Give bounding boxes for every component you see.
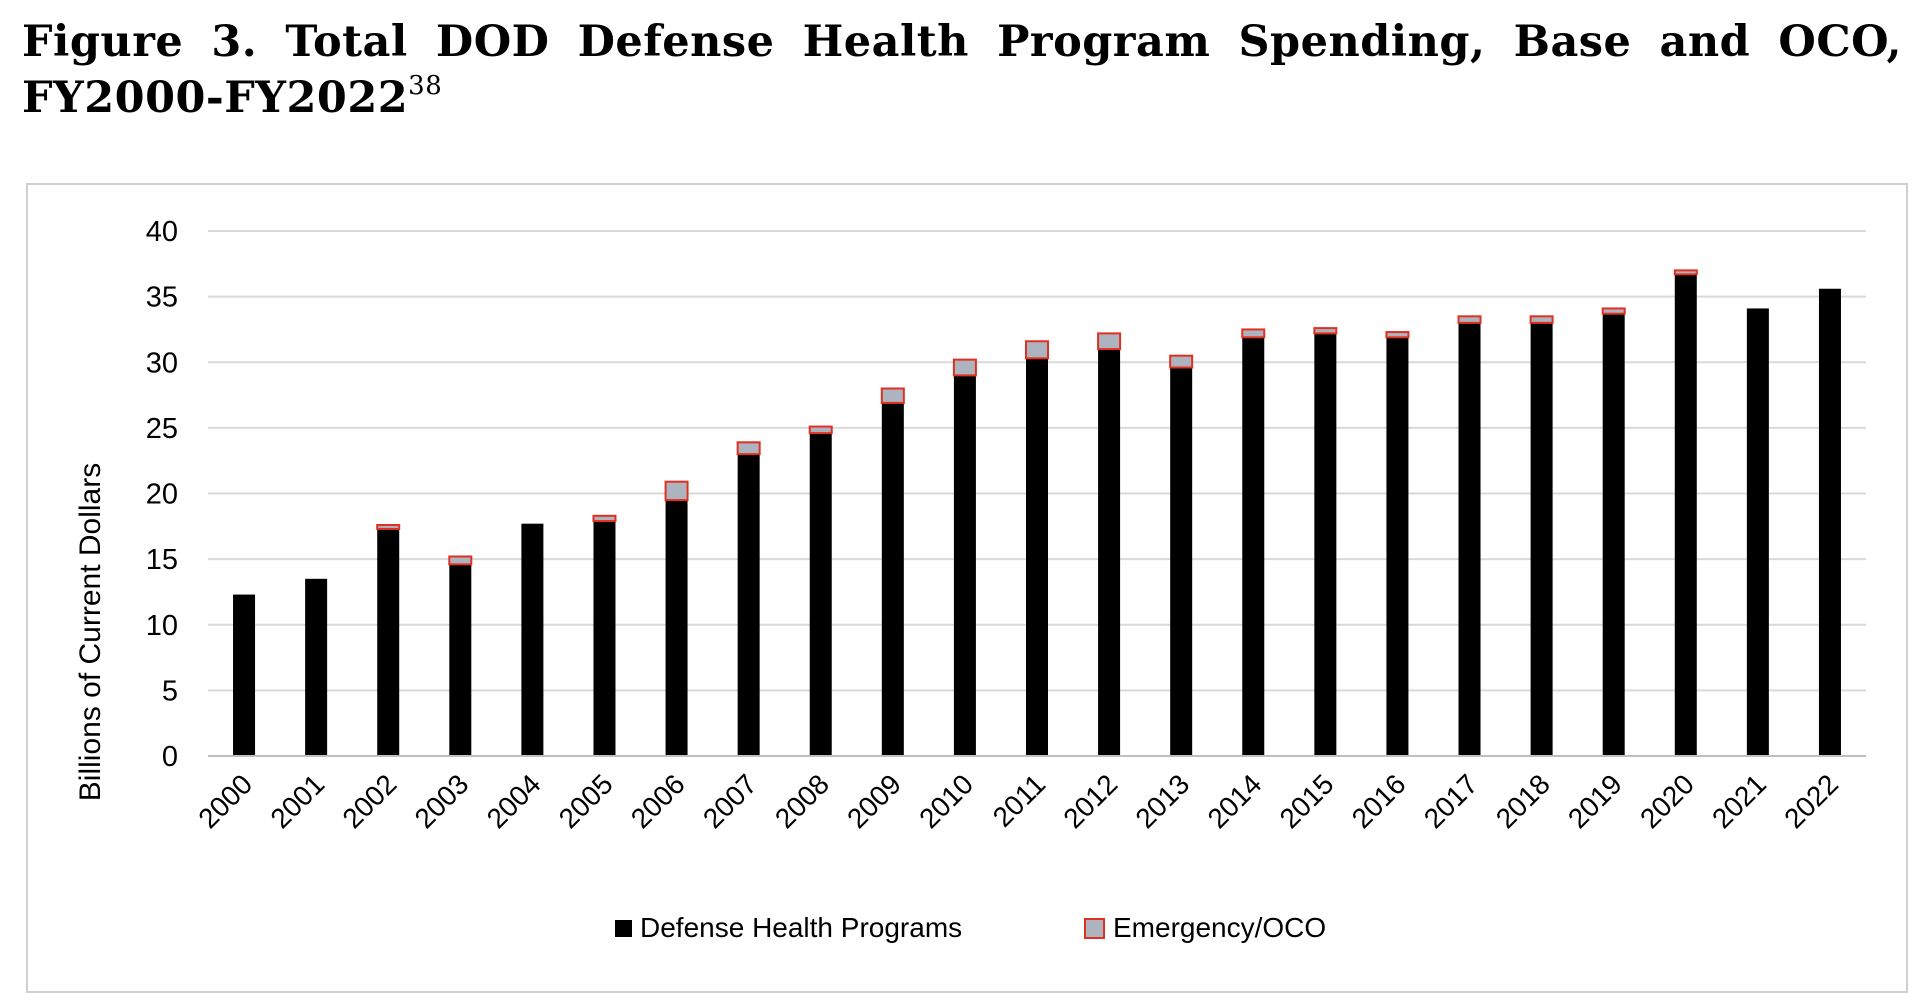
bar-emergency-oco-2009 (880, 387, 905, 404)
figure-title: Figure 3. Total DOD Defense Health Progr… (22, 14, 1902, 126)
x-tick-label: 2005 (553, 768, 619, 834)
x-tick-label: 2000 (192, 768, 258, 834)
x-tick-label: 2007 (697, 768, 763, 834)
x-tick-label: 2004 (481, 768, 547, 834)
bar-chart: 0 5 10 15 20 25 30 35 40 Billions of Current Dol… (74, 216, 1866, 943)
bar-defense-health-2008 (809, 433, 832, 756)
bar-emergency-oco-2011 (1025, 340, 1049, 360)
y-axis-ticks: 0 5 10 15 20 25 30 35 40 (146, 216, 178, 773)
x-tick-label: 2019 (1562, 768, 1628, 834)
y-tick-label: 5 (162, 675, 178, 707)
bar-defense-health-2013 (1170, 367, 1193, 756)
bar-emergency-oco-2003 (448, 555, 473, 566)
bar-emergency-oco-2015 (1313, 327, 1338, 335)
legend: Defense Health Programs Emergency/OCO (615, 912, 1326, 943)
y-axis-label: Billions of Current Dollars (74, 463, 107, 801)
bar-emergency-oco-2008 (808, 425, 833, 435)
legend-label-defense-health: Defense Health Programs (640, 912, 962, 943)
x-tick-label: 2008 (769, 768, 835, 834)
bars (233, 269, 1841, 756)
bar-defense-health-2012 (1098, 349, 1121, 756)
bar-emergency-oco-2019 (1601, 307, 1626, 315)
bar-emergency-oco-2005 (592, 514, 617, 523)
x-tick-label: 2018 (1490, 768, 1556, 834)
legend-swatch-defense-health (615, 920, 632, 937)
bar-defense-health-2011 (1026, 358, 1048, 756)
bar-defense-health-2000 (233, 594, 256, 756)
x-tick-label: 2022 (1778, 768, 1844, 834)
y-tick-label: 35 (146, 282, 178, 314)
x-tick-label: 2014 (1202, 768, 1268, 834)
bar-defense-health-2006 (665, 500, 688, 756)
y-tick-label: 15 (146, 544, 178, 576)
bar-defense-health-2021 (1746, 308, 1769, 756)
bar-defense-health-2009 (881, 402, 904, 756)
legend-label-emergency-oco: Emergency/OCO (1113, 912, 1326, 943)
x-tick-label: 2017 (1418, 768, 1484, 834)
bar-defense-health-2014 (1242, 337, 1265, 756)
chart-frame: 0 5 10 15 20 25 30 35 40 Billions of Current Dol… (26, 183, 1908, 993)
bar-defense-health-2010 (953, 375, 976, 756)
x-tick-label: 2010 (913, 768, 979, 834)
legend-swatch-emergency-oco (1084, 918, 1105, 939)
figure-footnote: 38 (408, 71, 443, 101)
y-tick-label: 20 (146, 479, 178, 511)
bar-emergency-oco-2007 (736, 441, 761, 456)
x-tick-label: 2012 (1057, 768, 1123, 834)
bar-defense-health-2017 (1458, 322, 1481, 756)
bar-emergency-oco-2012 (1097, 332, 1122, 351)
bar-emergency-oco-2010 (952, 358, 977, 377)
x-tick-label: 2002 (336, 768, 402, 834)
bar-defense-health-2022 (1818, 288, 1841, 756)
y-tick-label: 30 (146, 347, 178, 379)
bar-emergency-oco-2006 (664, 480, 689, 502)
bar-emergency-oco-2020 (1673, 269, 1698, 276)
x-tick-label: 2011 (987, 768, 1052, 833)
bar-defense-health-2001 (305, 578, 328, 756)
bar-defense-health-2015 (1314, 333, 1337, 756)
bar-emergency-oco-2016 (1385, 331, 1410, 339)
x-tick-label: 2021 (1706, 768, 1772, 834)
x-tick-label: 2009 (841, 768, 907, 834)
x-tick-label: 2001 (264, 768, 330, 834)
bar-defense-health-2016 (1386, 337, 1409, 756)
bar-defense-health-2002 (377, 528, 400, 756)
x-tick-label: 2003 (409, 768, 475, 834)
bar-emergency-oco-2014 (1241, 328, 1266, 339)
y-tick-label: 10 (146, 610, 178, 642)
bar-emergency-oco-2018 (1529, 315, 1554, 324)
x-axis-ticks: 2000 2001 2002 2003 2004 2005 2006 2007 2008 2009… (192, 768, 1844, 834)
bar-defense-health-2007 (737, 454, 760, 756)
y-tick-label: 25 (146, 413, 178, 445)
x-tick-label: 2015 (1274, 768, 1340, 834)
bar-defense-health-2003 (449, 564, 472, 756)
x-tick-label: 2020 (1634, 768, 1700, 834)
bar-emergency-oco-2002 (376, 524, 401, 530)
x-tick-label: 2013 (1129, 768, 1195, 834)
bar-defense-health-2020 (1674, 274, 1697, 756)
bar-defense-health-2019 (1602, 313, 1625, 756)
y-tick-label: 0 (162, 741, 178, 773)
y-tick-label: 40 (146, 216, 178, 248)
figure-title-text: Figure 3. Total DOD Defense Health Progr… (22, 17, 1902, 123)
bar-defense-health-2004 (521, 523, 544, 756)
x-tick-label: 2006 (625, 768, 691, 834)
bar-emergency-oco-2017 (1457, 315, 1482, 324)
bar-defense-health-2018 (1530, 322, 1553, 756)
bar-defense-health-2005 (593, 521, 616, 756)
x-tick-label: 2016 (1346, 768, 1412, 834)
bar-emergency-oco-2013 (1169, 354, 1194, 369)
